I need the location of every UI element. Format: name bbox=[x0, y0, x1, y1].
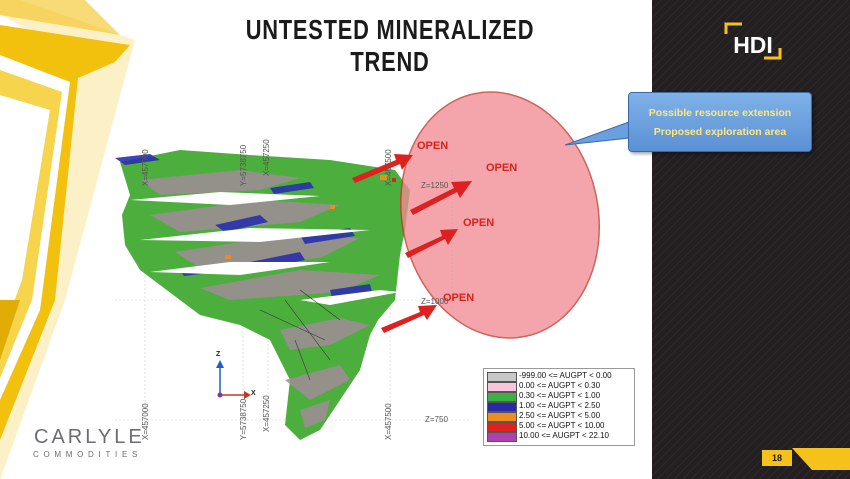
legend-swatch bbox=[487, 422, 517, 432]
level-label-1000: Z=1000 bbox=[421, 297, 449, 306]
legend-label: 2.50 <= AUGPT < 5.00 bbox=[519, 411, 601, 420]
right-panel bbox=[652, 0, 850, 479]
page-number: 18 bbox=[762, 450, 792, 466]
legend-row: 1.00 <= AUGPT < 2.50 bbox=[487, 401, 632, 412]
grade-legend: -999.00 <= AUGPT < 0.00 0.00 <= AUGPT < … bbox=[483, 368, 635, 446]
grid-label-top-2: Y=5738750 bbox=[239, 144, 248, 186]
panel-texture bbox=[652, 0, 850, 479]
grid-label-bottom-2: Y=5738750 bbox=[239, 398, 248, 440]
legend-swatch bbox=[487, 402, 517, 412]
axis-z-label: Z bbox=[216, 351, 221, 358]
legend-swatch bbox=[487, 382, 517, 392]
legend-row: 5.00 <= AUGPT < 10.00 bbox=[487, 421, 632, 432]
open-label-1: OPEN bbox=[417, 140, 449, 152]
block-model-view bbox=[115, 91, 601, 440]
open-label-2: OPEN bbox=[486, 162, 518, 174]
decorative-stripes bbox=[0, 0, 135, 479]
legend-swatch bbox=[487, 432, 517, 442]
slide-title: UNTESTED MINERALIZED TREND bbox=[245, 14, 535, 77]
legend-label: -999.00 <= AUGPT < 0.00 bbox=[519, 371, 612, 380]
callout-pointer bbox=[565, 121, 630, 146]
legend-label: 0.00 <= AUGPT < 0.30 bbox=[519, 381, 601, 390]
grid-label-top-4: X=457500 bbox=[384, 149, 393, 186]
callout-line-1: Possible resource extension bbox=[648, 107, 792, 119]
legend-swatch bbox=[487, 392, 517, 402]
legend-label: 1.00 <= AUGPT < 2.50 bbox=[519, 401, 601, 410]
legend-label: 10.00 <= AUGPT < 22.10 bbox=[519, 431, 609, 440]
open-label-3: OPEN bbox=[463, 217, 495, 229]
open-label-4: OPEN bbox=[443, 292, 475, 304]
grid-label-top-3: X=457250 bbox=[262, 139, 271, 176]
legend-row: 10.00 <= AUGPT < 22.10 bbox=[487, 431, 632, 442]
legend-row: -999.00 <= AUGPT < 0.00 bbox=[487, 371, 632, 382]
legend-row: 0.30 <= AUGPT < 1.00 bbox=[487, 391, 632, 402]
grid-label-top-1: X=457000 bbox=[141, 149, 150, 186]
logo-text: HDI bbox=[733, 32, 773, 58]
brand-subtitle: COMMODITIES bbox=[33, 450, 143, 459]
callout-box: Possible resource extension Proposed exp… bbox=[628, 92, 812, 152]
legend-row: 2.50 <= AUGPT < 5.00 bbox=[487, 411, 632, 422]
legend-label: 5.00 <= AUGPT < 10.00 bbox=[519, 421, 605, 430]
brand-name: CARLYLE bbox=[34, 426, 145, 448]
grid-label-bottom-4: X=457500 bbox=[384, 403, 393, 440]
callout-line-2: Proposed exploration area bbox=[653, 126, 787, 138]
legend-label: 0.30 <= AUGPT < 1.00 bbox=[519, 391, 601, 400]
level-label-750: Z=750 bbox=[425, 415, 448, 424]
level-label-1250: Z=1250 bbox=[421, 181, 449, 190]
legend-swatch bbox=[487, 372, 517, 382]
logo-bracket-icon: HDI bbox=[724, 22, 782, 60]
legend-swatch bbox=[487, 412, 517, 422]
axis-triad-icon bbox=[216, 360, 251, 399]
grid-label-bottom-3: X=457250 bbox=[262, 395, 271, 432]
legend-row: 0.00 <= AUGPT < 0.30 bbox=[487, 381, 632, 392]
hdi-logo: HDI bbox=[718, 20, 788, 62]
axis-x-label: X bbox=[251, 390, 256, 397]
